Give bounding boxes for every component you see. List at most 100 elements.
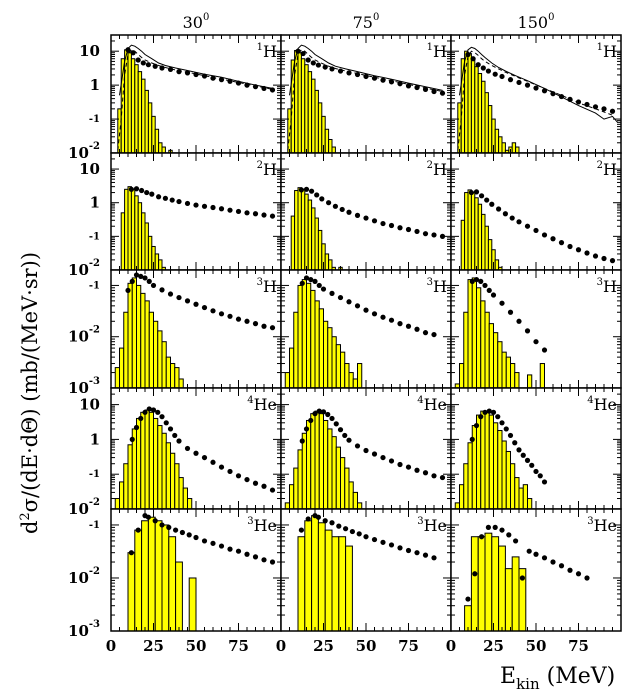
histogram-bin [141, 78, 146, 154]
data-point [499, 420, 505, 426]
histogram-bin [480, 300, 486, 389]
data-point [227, 207, 233, 213]
data-point [227, 78, 233, 84]
data-point [516, 318, 522, 324]
data-point [492, 524, 498, 530]
data-point [601, 255, 607, 262]
histogram-bin [188, 577, 197, 632]
histogram-bin [158, 142, 163, 154]
data-point [125, 47, 131, 53]
histogram-bin [488, 414, 494, 510]
data-point [405, 83, 412, 89]
data-point [470, 56, 476, 62]
data-point [482, 282, 488, 289]
histogram-bin [317, 522, 326, 632]
particle-label: 2H [257, 160, 277, 179]
histogram-bin [153, 320, 159, 389]
data-point [439, 90, 446, 96]
histogram-bin [331, 146, 336, 154]
histogram-bin [127, 186, 132, 271]
data-point [503, 426, 509, 432]
histogram-bin [338, 536, 347, 632]
data-point [496, 206, 502, 212]
histogram-bin [498, 136, 503, 154]
histogram-bin [324, 529, 333, 632]
histogram-bin [498, 545, 506, 632]
data-point [176, 69, 182, 75]
column-title: 300 [183, 12, 210, 32]
data-point [142, 275, 148, 281]
particle-mass-number: 3 [417, 516, 423, 527]
histogram-bin [501, 142, 506, 154]
histogram-bin [474, 66, 479, 154]
data-point [541, 88, 548, 94]
histogram-bin [165, 442, 171, 510]
data-point [516, 447, 522, 453]
data-point [465, 51, 471, 58]
particle-mass-number: 1 [427, 42, 433, 53]
histogram-bin [348, 372, 354, 389]
histogram-bin [301, 432, 307, 510]
data-point [439, 233, 446, 239]
particle-symbol: H [603, 160, 617, 179]
x-tick-label: 50 [186, 637, 207, 655]
data-point [405, 547, 412, 554]
histogram-bin [284, 502, 290, 510]
particle-symbol: He [594, 516, 617, 535]
particle-symbol: H [603, 42, 617, 61]
data-point [329, 520, 335, 526]
data-point [329, 66, 335, 72]
data-point [269, 325, 276, 331]
data-point [533, 227, 539, 234]
histogram-bin [130, 58, 136, 154]
data-point [310, 60, 316, 66]
data-point [388, 317, 395, 323]
data-point [252, 211, 259, 217]
histogram-bin [459, 363, 465, 389]
data-point [172, 432, 178, 439]
histogram-bin [501, 351, 507, 389]
y-axis-title-sup: 2 [18, 512, 33, 520]
data-point [244, 318, 250, 324]
data-point [149, 191, 155, 197]
panel: 2H [110, 152, 282, 271]
data-point [524, 457, 531, 463]
data-point [269, 487, 276, 493]
data-point [356, 531, 362, 537]
histogram-bin [494, 259, 500, 271]
data-point [140, 60, 146, 66]
histogram-bin [140, 292, 146, 389]
data-point [380, 539, 386, 545]
histogram-bin [510, 363, 516, 389]
data-point [201, 304, 208, 311]
panel: 2H [450, 152, 622, 271]
data-point [475, 62, 481, 68]
panel: 1H [280, 34, 452, 154]
data-point [371, 536, 378, 543]
data-point [541, 347, 548, 353]
histogram-bin [127, 444, 133, 510]
x-axis-title-unit: (MeV) [540, 664, 616, 689]
histogram-bin [147, 235, 153, 271]
data-point [516, 79, 522, 86]
y-axis-title: d2σ/(dE·dΘ) (mb/(MeV·sr)) [18, 252, 42, 534]
histogram-bin [120, 212, 126, 271]
histogram-bin [470, 536, 479, 632]
y-tick-exponent: -2 [89, 497, 100, 508]
histogram-bin [505, 450, 511, 510]
panel: 1H [450, 34, 622, 154]
histogram-bin [324, 128, 330, 154]
y-tick-label: -1 [89, 231, 100, 242]
data-point [235, 80, 242, 86]
histogram-bin [147, 516, 156, 632]
data-point [541, 555, 548, 561]
histogram-bin [518, 487, 524, 510]
histogram-bin [174, 367, 180, 389]
data-point [513, 538, 519, 544]
particle-label: 4He [587, 395, 617, 414]
data-point [339, 206, 345, 213]
histogram-bin [481, 80, 486, 154]
histogram-bin [161, 524, 170, 632]
x-axis-title-sub: kin [516, 675, 540, 693]
histogram-bin [153, 417, 159, 510]
